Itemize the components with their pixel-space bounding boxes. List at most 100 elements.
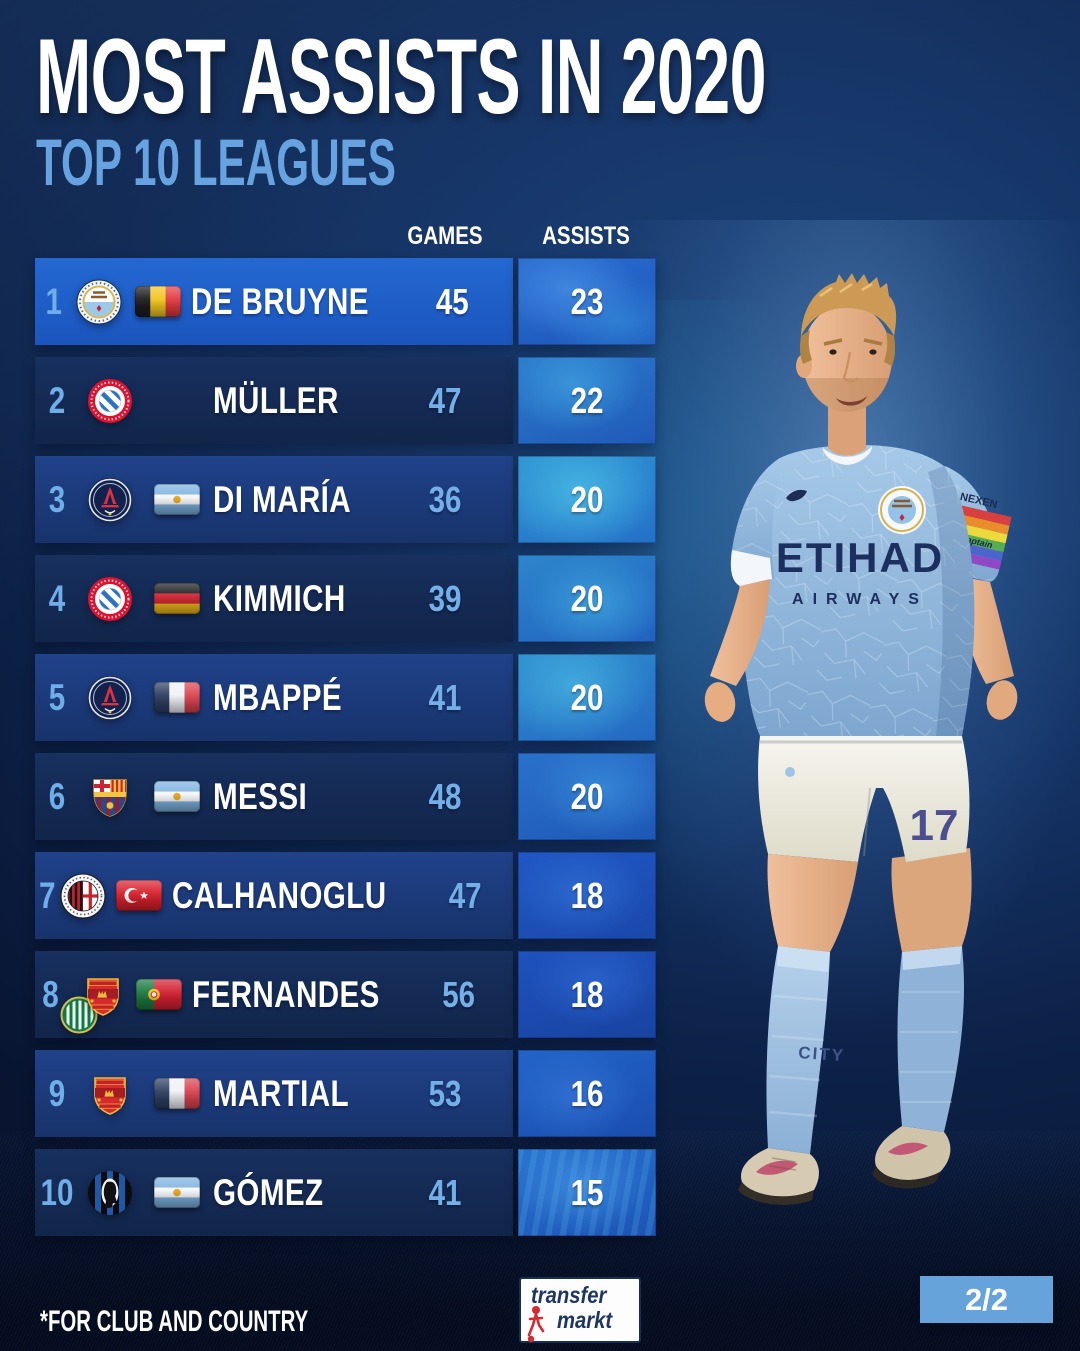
- flag-germany: [154, 583, 200, 614]
- club-badge-manchester-united: [94, 1076, 126, 1115]
- assists-value: 20: [570, 676, 604, 718]
- rank-number: 5: [48, 676, 66, 718]
- transfermarkt-logo: transfer markt: [519, 1277, 641, 1343]
- games-value: 39: [428, 577, 462, 619]
- sock-text: CITY: [798, 1043, 846, 1065]
- club-badge-ac-milan: [60, 873, 106, 918]
- player-name: GÓMEZ: [213, 1171, 324, 1213]
- club-badges: [60, 972, 126, 1033]
- rank-number: 8: [42, 973, 59, 1015]
- assists-cell: 20: [518, 456, 656, 543]
- games-value: 53: [428, 1072, 462, 1114]
- assists-cell: 22: [518, 357, 656, 444]
- games-value: 41: [428, 676, 462, 718]
- flag-france: [154, 1078, 200, 1109]
- row-main: 10 GÓMEZ 41: [35, 1149, 513, 1236]
- player-front-leg: CITY: [738, 854, 858, 1205]
- club-badge-sporting-cp: [60, 996, 98, 1033]
- rank-number: 4: [48, 577, 66, 619]
- table-row: 5 MBAPPÉ 41 20: [35, 654, 656, 741]
- table-row: 4 KIMMICH 39 20: [35, 555, 656, 642]
- games-value: 45: [435, 280, 469, 322]
- footnote: *FOR CLUB AND COUNTRY: [40, 1305, 309, 1338]
- flag-argentina: [154, 1177, 200, 1208]
- table-row: 2 MÜLLER 47 22: [35, 357, 656, 444]
- player-photo-kevin-de-bruyne: NEXEN captain: [640, 252, 1080, 1351]
- club-badges: [79, 1071, 141, 1117]
- rank-number: 1: [45, 280, 62, 322]
- assists-value: 22: [570, 379, 604, 421]
- assists-value: 23: [570, 280, 604, 322]
- table-row: 3 DI MARÍA 36 20: [35, 456, 656, 543]
- club-badges: [72, 279, 125, 325]
- assists-column-header: ASSISTS: [542, 222, 630, 250]
- row-main: 7 CALHANOGLU 47: [35, 852, 513, 939]
- club-badge-manchester-united: [87, 977, 119, 1016]
- assists-table: 1 DE BRUYNE 45 23 2 MÜLLER: [35, 258, 656, 1248]
- table-row: 8 FERNANDES 56 18: [35, 951, 656, 1038]
- flag-france: [154, 682, 200, 713]
- shirt-sponsor-sub: AIRWAYS: [792, 591, 928, 608]
- assists-cell: 20: [518, 753, 656, 840]
- nationality-flag-slot: [151, 484, 203, 515]
- row-main: 5 MBAPPÉ 41: [35, 654, 513, 741]
- assists-value: 18: [570, 874, 604, 916]
- table-row: 10 GÓMEZ 41 15: [35, 1149, 656, 1236]
- club-badge-barcelona: [93, 778, 127, 817]
- player-back-leg: [872, 848, 972, 1189]
- nationality-flag-slot: [151, 583, 203, 614]
- player-head: [796, 273, 897, 456]
- flag-argentina: [154, 781, 200, 812]
- club-badges: [60, 873, 106, 919]
- assists-cell: 18: [518, 852, 656, 939]
- assists-cell: 15: [518, 1149, 656, 1236]
- club-crest-on-shirt: [878, 486, 926, 534]
- nationality-flag-slot: [115, 880, 162, 911]
- assists-value: 20: [570, 478, 604, 520]
- club-badges: [79, 774, 141, 820]
- assists-value: 16: [570, 1072, 604, 1114]
- page-indicator-badge: 2/2: [920, 1276, 1053, 1323]
- club-badge-psg: [88, 477, 132, 522]
- club-badges: [79, 477, 141, 523]
- page-title: MOST ASSISTS IN 2020: [36, 16, 766, 136]
- row-main: 1 DE BRUYNE 45: [35, 258, 513, 345]
- table-row: 7 CALHANOGLU 47 18: [35, 852, 656, 939]
- rank-number: 7: [39, 874, 56, 916]
- club-badges: [79, 378, 141, 424]
- nationality-flag-slot: [151, 781, 203, 812]
- row-main: 4 KIMMICH 39: [35, 555, 513, 642]
- flag-belgium: [135, 286, 182, 317]
- assists-value: 20: [570, 577, 604, 619]
- games-value: 41: [428, 1171, 462, 1213]
- assists-value: 15: [570, 1171, 604, 1213]
- player-right-arm: [704, 458, 782, 722]
- games-column-header: GAMES: [407, 222, 483, 250]
- player-name: KIMMICH: [213, 577, 346, 619]
- nationality-flag-slot: [151, 1177, 203, 1208]
- assists-cell: 20: [518, 654, 656, 741]
- club-badges: [79, 576, 141, 622]
- assists-cell: 23: [518, 258, 656, 345]
- logo-text-line2: markt: [557, 1306, 613, 1333]
- rank-number: 10: [40, 1171, 74, 1213]
- nationality-flag-slot: [135, 286, 182, 317]
- table-row: 6 MESSI 48 20: [35, 753, 656, 840]
- table-row: 1 DE BRUYNE 45 23: [35, 258, 656, 345]
- flag-portugal: [135, 979, 182, 1010]
- shirt-sponsor: ETIHAD: [776, 534, 944, 581]
- puma-logo: [786, 489, 807, 502]
- row-main: 9 MARTIAL 53: [35, 1050, 513, 1137]
- assists-value: 20: [570, 775, 604, 817]
- games-value: 36: [428, 478, 462, 520]
- rank-number: 6: [48, 775, 66, 817]
- flag-turkey: [115, 880, 162, 911]
- page-subtitle: TOP 10 LEAGUES: [36, 125, 396, 199]
- games-value: 47: [448, 874, 482, 916]
- rank-number: 9: [48, 1072, 66, 1114]
- club-badges: [79, 675, 141, 721]
- player-name: FERNANDES: [191, 973, 380, 1015]
- club-badge-atalanta: [88, 1170, 132, 1215]
- player-name: MESSI: [213, 775, 308, 817]
